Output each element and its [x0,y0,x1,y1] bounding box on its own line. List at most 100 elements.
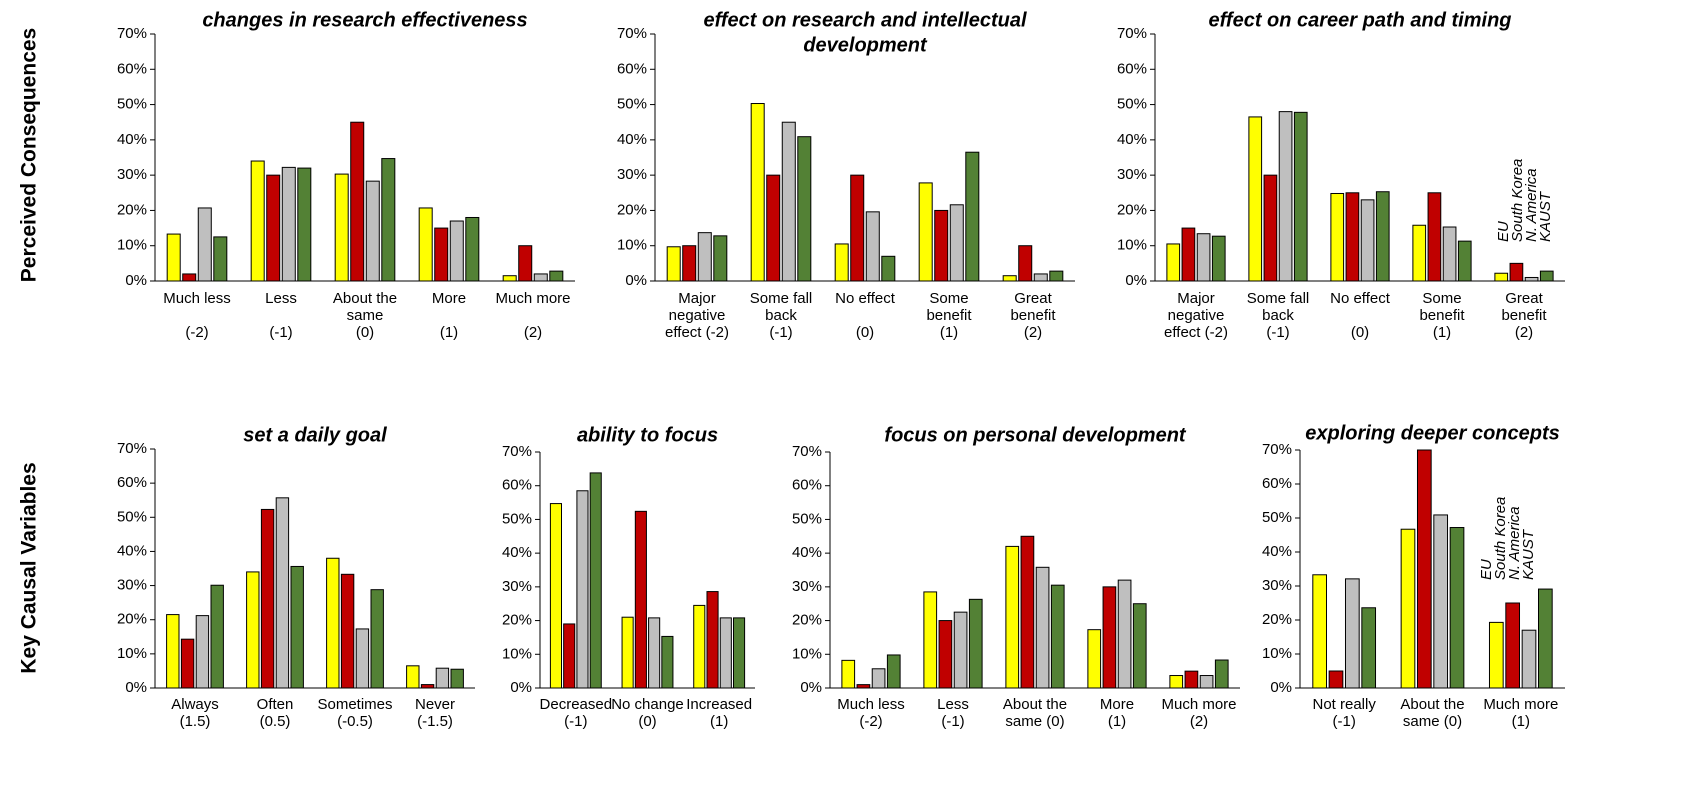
bar [1488,621,1504,689]
bar [1328,670,1344,689]
bar [563,623,576,689]
bar [297,167,312,282]
chart-title: development [803,34,928,56]
bar [766,174,781,282]
bar [1132,603,1147,689]
x-tick-label: (1) [440,324,458,341]
bar [246,571,260,689]
bar [1312,574,1328,689]
x-tick-label: Sometimes [317,696,392,713]
y-tick-label: 10% [117,237,147,254]
x-tick-label: negative [1168,307,1225,324]
x-tick-label: No change [611,696,684,713]
x-tick-label: About the [1400,696,1464,713]
bar [210,584,224,689]
x-tick-label: No effect [1330,290,1391,307]
bar [968,598,983,689]
bar [1345,192,1360,282]
y-tick-label: 70% [617,25,647,42]
bar [1521,629,1537,689]
bar [733,617,746,689]
bar [953,611,968,689]
bar [693,604,706,689]
bar [420,684,435,689]
bar [182,273,197,282]
chart-title: changes in research effectiveness [202,9,527,31]
y-tick-label: 10% [1262,645,1292,662]
bar [1214,659,1229,689]
row-label: Perceived Consequences [18,28,41,282]
bar [1509,262,1524,282]
x-tick-label: (0) [1351,324,1369,341]
y-tick-label: 40% [1262,543,1292,560]
bar [166,233,181,282]
bar [1018,245,1033,282]
y-tick-label: 40% [617,131,647,148]
x-tick-label: effect (-2) [1164,324,1228,341]
bar [1199,675,1214,689]
x-tick-label: Some fall [1247,290,1310,307]
bar [1360,199,1375,282]
bar [449,220,464,282]
x-tick-label: (1) [1108,713,1126,730]
y-tick-label: 70% [502,443,532,460]
y-tick-label: 30% [502,578,532,595]
y-tick-label: 30% [617,166,647,183]
legend-label: N. America [1506,506,1523,580]
y-tick-label: 0% [125,679,147,696]
bar [648,617,661,689]
bar [1196,233,1211,282]
bar [865,211,880,282]
x-tick-label: (-1) [941,713,964,730]
bar [1539,270,1554,282]
x-tick-label: same (0) [1403,713,1462,730]
bar [938,620,953,689]
bar [434,227,449,282]
x-tick-label: (2) [1190,713,1208,730]
x-tick-label: (-2) [859,713,882,730]
bar [834,243,849,282]
bar [1117,579,1132,689]
x-tick-label: back [1262,307,1294,324]
legend-label: South Korea [1509,159,1526,242]
bar [370,589,384,689]
y-tick-label: 20% [117,201,147,218]
chart-title: effect on career path and timing [1208,9,1511,31]
y-tick-label: 0% [510,679,532,696]
bar [621,616,634,689]
bar [326,557,340,689]
bar [781,121,796,282]
bar [1427,192,1442,282]
x-tick-label: Never [415,696,455,713]
x-tick-label: effect (-2) [665,324,729,341]
bar [1211,235,1226,282]
x-tick-label: Increased [686,696,752,713]
y-tick-label: 0% [1270,679,1292,696]
x-tick-label: (-1) [269,324,292,341]
y-tick-label: 30% [1117,166,1147,183]
chart-title: ability to focus [577,424,718,446]
bar [1278,111,1293,282]
bar [418,207,433,282]
y-tick-label: 50% [117,96,147,113]
bar [435,667,450,689]
bar [1442,226,1457,282]
legend-label: EU [1478,559,1495,580]
x-tick-label: Not really [1312,696,1376,713]
y-tick-label: 50% [792,510,822,527]
y-tick-label: 70% [1262,441,1292,458]
x-tick-label: (2) [1515,324,1533,341]
x-tick-label: (1) [940,324,958,341]
bar [549,503,562,689]
bar [1166,243,1181,282]
y-tick-label: 70% [117,25,147,42]
x-tick-label: Often [257,696,294,713]
bar [1263,174,1278,282]
bar [260,508,275,689]
x-tick-label: About the [333,290,397,307]
bar [682,245,697,282]
bar [1449,527,1465,689]
x-tick-label: Major [678,290,716,307]
bar [334,173,349,282]
bar [856,684,871,689]
